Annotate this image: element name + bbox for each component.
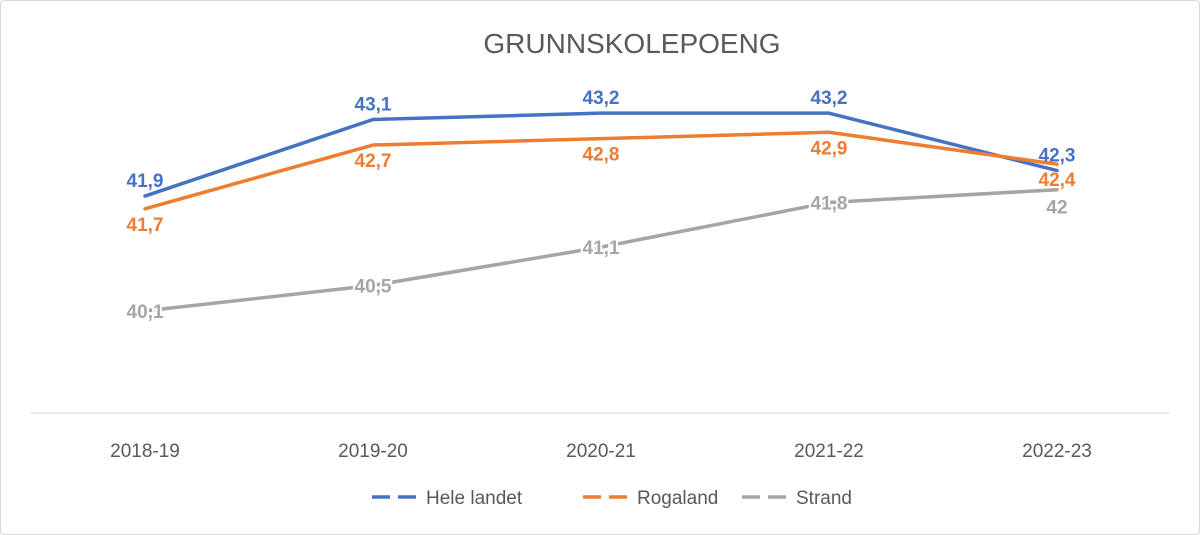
data-label: 42 [1046,198,1067,219]
legend-item: Rogaland [583,488,718,509]
chart-title: GRUNNSKOLEPOENG [483,28,780,59]
x-tick-label: 2019-20 [338,441,408,462]
legend-label: Rogaland [637,488,718,509]
x-tick-label: 2022-23 [1022,441,1092,462]
data-label: 42,9 [811,138,848,159]
legend-item: Strand [742,488,852,509]
data-label: 42,7 [355,151,392,172]
data-label: 43,2 [811,88,848,109]
x-tick-label: 2021-22 [794,441,864,462]
x-tick-label: 2018-19 [110,441,180,462]
data-label: 40,1 [127,302,164,323]
data-label: 40,5 [355,276,392,297]
data-label: 41,8 [811,193,848,214]
legend-label: Hele landet [426,488,523,509]
legend-item: Hele landet [372,488,523,509]
series-line-strand [143,187,1059,313]
data-label: 43,1 [355,95,392,116]
data-label: 41,7 [127,215,164,236]
data-label: 42,3 [1039,146,1076,167]
data-label: 42,8 [583,145,620,166]
data-label: 42,4 [1039,170,1076,191]
data-label: 43,2 [583,88,620,109]
series-line-rogaland [143,130,1059,211]
data-label: 41,1 [583,238,620,259]
legend-label: Strand [796,488,852,509]
x-tick-label: 2020-21 [566,441,636,462]
data-label: 41,9 [127,171,164,192]
series-line-hele-landet [143,111,1059,198]
